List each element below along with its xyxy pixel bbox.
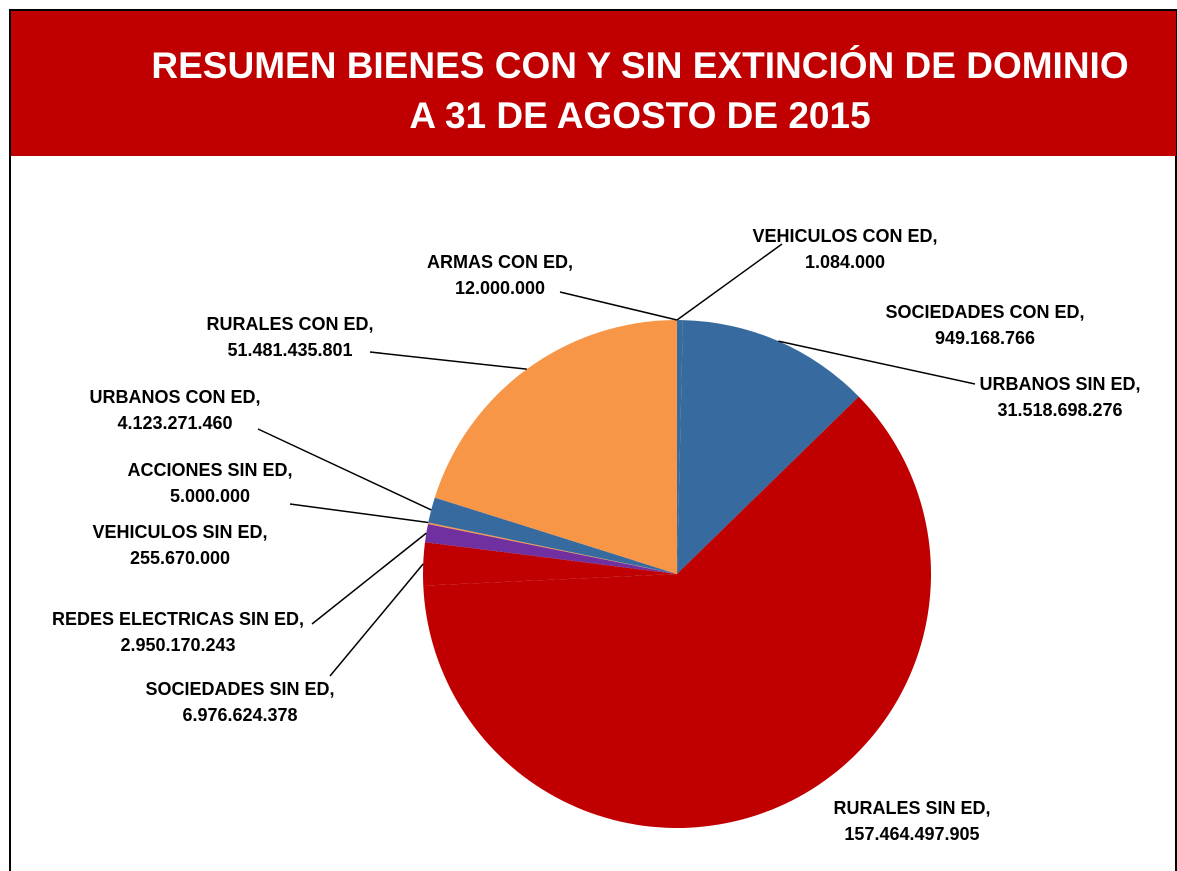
slice-value: 6.976.624.378 [182, 705, 297, 725]
header [11, 11, 1176, 156]
leader-line [329, 563, 424, 677]
pie-slice [423, 542, 677, 586]
pie-slice [428, 522, 677, 574]
pie-slice [423, 396, 931, 828]
pie-slice [428, 497, 677, 574]
slice-label: SOCIEDADES SIN ED, [145, 679, 334, 699]
slice-label: RURALES SIN ED, [833, 798, 990, 818]
slice-label: URBANOS SIN ED, [979, 374, 1140, 394]
slice-value: 255.670.000 [130, 548, 230, 568]
leader-line [311, 532, 427, 625]
slice-label: ARMAS CON ED, [427, 252, 573, 272]
slice-label: VEHICULOS CON ED, [752, 226, 937, 246]
slice-label: SOCIEDADES CON ED, [885, 302, 1084, 322]
leader-line [778, 340, 976, 385]
slice-value: 5.000.000 [170, 486, 250, 506]
slice-value: 31.518.698.276 [997, 400, 1122, 420]
slice-label: URBANOS CON ED, [89, 387, 260, 407]
slice-value: 1.084.000 [805, 252, 885, 272]
chart-title: RESUMEN BIENES CON Y SIN EXTINCIÓN DE DO… [151, 44, 1128, 86]
pie-slice [677, 320, 859, 574]
slice-value: 157.464.497.905 [844, 824, 979, 844]
leader-line [369, 351, 527, 370]
leader-line [676, 243, 783, 321]
pie-slice [677, 320, 683, 574]
leader-line [289, 503, 429, 524]
pie-slice [434, 320, 677, 574]
slice-value: 4.123.271.460 [117, 413, 232, 433]
pie-slice [424, 524, 677, 574]
slice-label: REDES ELECTRICAS SIN ED, [52, 609, 304, 629]
chart-subtitle: A 31 DE AGOSTO DE 2015 [409, 95, 870, 136]
leader-line [559, 291, 678, 321]
slice-label: ACCIONES SIN ED, [127, 460, 292, 480]
pie-slice [427, 522, 677, 574]
slice-value: 12.000.000 [455, 278, 545, 298]
slice-value: 51.481.435.801 [227, 340, 352, 360]
slice-label: VEHICULOS SIN ED, [92, 522, 267, 542]
slice-value: 949.168.766 [935, 328, 1035, 348]
slice-value: 2.950.170.243 [120, 635, 235, 655]
slice-label: RURALES CON ED, [206, 314, 373, 334]
leader-line [257, 428, 432, 511]
